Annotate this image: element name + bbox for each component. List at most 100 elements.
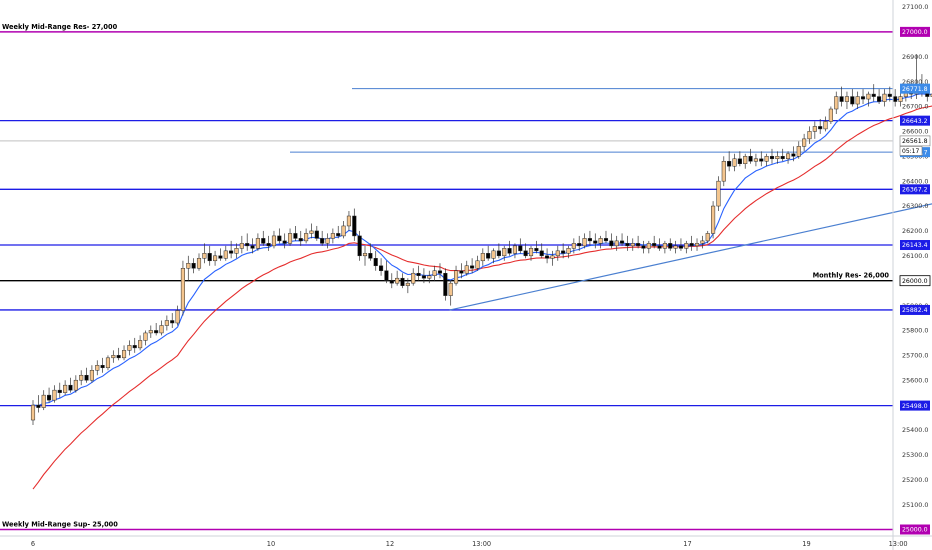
candle[interactable] xyxy=(84,367,89,383)
candle[interactable] xyxy=(175,305,180,326)
candle[interactable] xyxy=(689,235,694,251)
candle[interactable] xyxy=(330,228,335,244)
candle[interactable] xyxy=(234,243,239,259)
candle[interactable] xyxy=(202,243,207,264)
candle[interactable] xyxy=(844,91,850,110)
candle[interactable] xyxy=(769,148,775,164)
candle[interactable] xyxy=(614,235,619,251)
candle[interactable] xyxy=(545,248,550,264)
candle[interactable] xyxy=(737,151,742,167)
candle[interactable] xyxy=(229,240,234,259)
candle[interactable] xyxy=(716,176,721,212)
candle[interactable] xyxy=(421,268,426,284)
candle[interactable] xyxy=(652,235,657,249)
candle[interactable] xyxy=(389,273,394,289)
candle[interactable] xyxy=(196,253,202,271)
candle[interactable] xyxy=(598,235,603,249)
candle[interactable] xyxy=(143,330,148,346)
candle[interactable] xyxy=(223,245,228,261)
candle[interactable] xyxy=(368,243,373,261)
candle[interactable] xyxy=(180,260,185,316)
candle[interactable] xyxy=(678,238,684,251)
candle[interactable] xyxy=(271,230,277,249)
candle[interactable] xyxy=(630,238,635,251)
candle[interactable] xyxy=(727,151,732,172)
candle[interactable] xyxy=(159,320,164,336)
candle[interactable] xyxy=(464,260,469,276)
candle[interactable] xyxy=(534,240,539,254)
candle[interactable] xyxy=(373,250,378,271)
candle[interactable] xyxy=(121,345,127,361)
candle[interactable] xyxy=(63,380,68,396)
candle[interactable] xyxy=(395,270,400,286)
candle[interactable] xyxy=(89,365,94,383)
candle[interactable] xyxy=(764,153,769,167)
candle[interactable] xyxy=(427,270,432,284)
candle[interactable] xyxy=(775,151,780,164)
candle[interactable] xyxy=(571,238,576,254)
candle[interactable] xyxy=(362,245,368,266)
candle[interactable] xyxy=(52,385,57,403)
candle[interactable] xyxy=(855,91,860,110)
candle[interactable] xyxy=(282,233,287,249)
candle[interactable] xyxy=(127,340,132,356)
candle[interactable] xyxy=(379,258,384,276)
candle[interactable] xyxy=(748,148,753,164)
candle[interactable] xyxy=(352,208,357,241)
candle[interactable] xyxy=(314,225,319,241)
candle[interactable] xyxy=(41,390,46,411)
candle[interactable] xyxy=(523,243,528,259)
price-tag[interactable]: 26143.4 xyxy=(900,240,930,251)
candle[interactable] xyxy=(293,225,298,241)
candle[interactable] xyxy=(743,153,748,169)
candle[interactable] xyxy=(357,230,362,261)
candle[interactable] xyxy=(791,146,796,162)
candle[interactable] xyxy=(448,280,453,306)
candle[interactable] xyxy=(796,141,801,159)
candle[interactable] xyxy=(700,235,705,249)
candle[interactable] xyxy=(480,248,485,266)
candle[interactable] xyxy=(603,230,609,244)
candle[interactable] xyxy=(807,126,812,144)
candle[interactable] xyxy=(507,240,512,256)
candle[interactable] xyxy=(213,250,218,266)
candle[interactable] xyxy=(486,245,491,261)
candle[interactable] xyxy=(443,268,448,301)
candle[interactable] xyxy=(36,395,41,413)
price-tag[interactable]: 26643.2 xyxy=(900,115,930,126)
candle[interactable] xyxy=(834,91,839,114)
price-tag[interactable]: 26367.2 xyxy=(900,184,930,195)
candle[interactable] xyxy=(95,360,100,376)
candle[interactable] xyxy=(239,235,244,254)
candle[interactable] xyxy=(475,255,480,271)
candle[interactable] xyxy=(866,91,871,107)
candle[interactable] xyxy=(255,233,260,251)
candle[interactable] xyxy=(636,235,641,249)
candle[interactable] xyxy=(732,153,737,172)
candle[interactable] xyxy=(812,121,817,139)
candle[interactable] xyxy=(657,238,662,251)
price-tag[interactable]: 25882.4 xyxy=(900,304,930,315)
candle[interactable] xyxy=(453,265,459,286)
price-tag[interactable]: 25498.0 xyxy=(900,400,930,411)
candle[interactable] xyxy=(871,84,876,102)
candle[interactable] xyxy=(512,243,518,259)
candle[interactable] xyxy=(491,248,496,264)
candle[interactable] xyxy=(138,335,143,351)
candle[interactable] xyxy=(245,233,250,251)
candle[interactable] xyxy=(459,263,464,279)
candle[interactable] xyxy=(68,377,73,393)
candle[interactable] xyxy=(684,240,689,254)
candle[interactable] xyxy=(277,228,282,244)
candle[interactable] xyxy=(405,278,410,294)
candle[interactable] xyxy=(287,228,293,246)
candle[interactable] xyxy=(839,86,844,107)
candle[interactable] xyxy=(164,315,169,331)
candle[interactable] xyxy=(502,245,507,261)
ascending-trendline[interactable] xyxy=(449,119,932,311)
candle[interactable] xyxy=(325,233,330,249)
price-axis[interactable]: 27100.0 27000.0 26900.0 26800.0 26700.0 26600… xyxy=(892,0,931,550)
candle[interactable] xyxy=(930,89,932,104)
candle[interactable] xyxy=(641,240,646,254)
candle[interactable] xyxy=(154,322,159,336)
